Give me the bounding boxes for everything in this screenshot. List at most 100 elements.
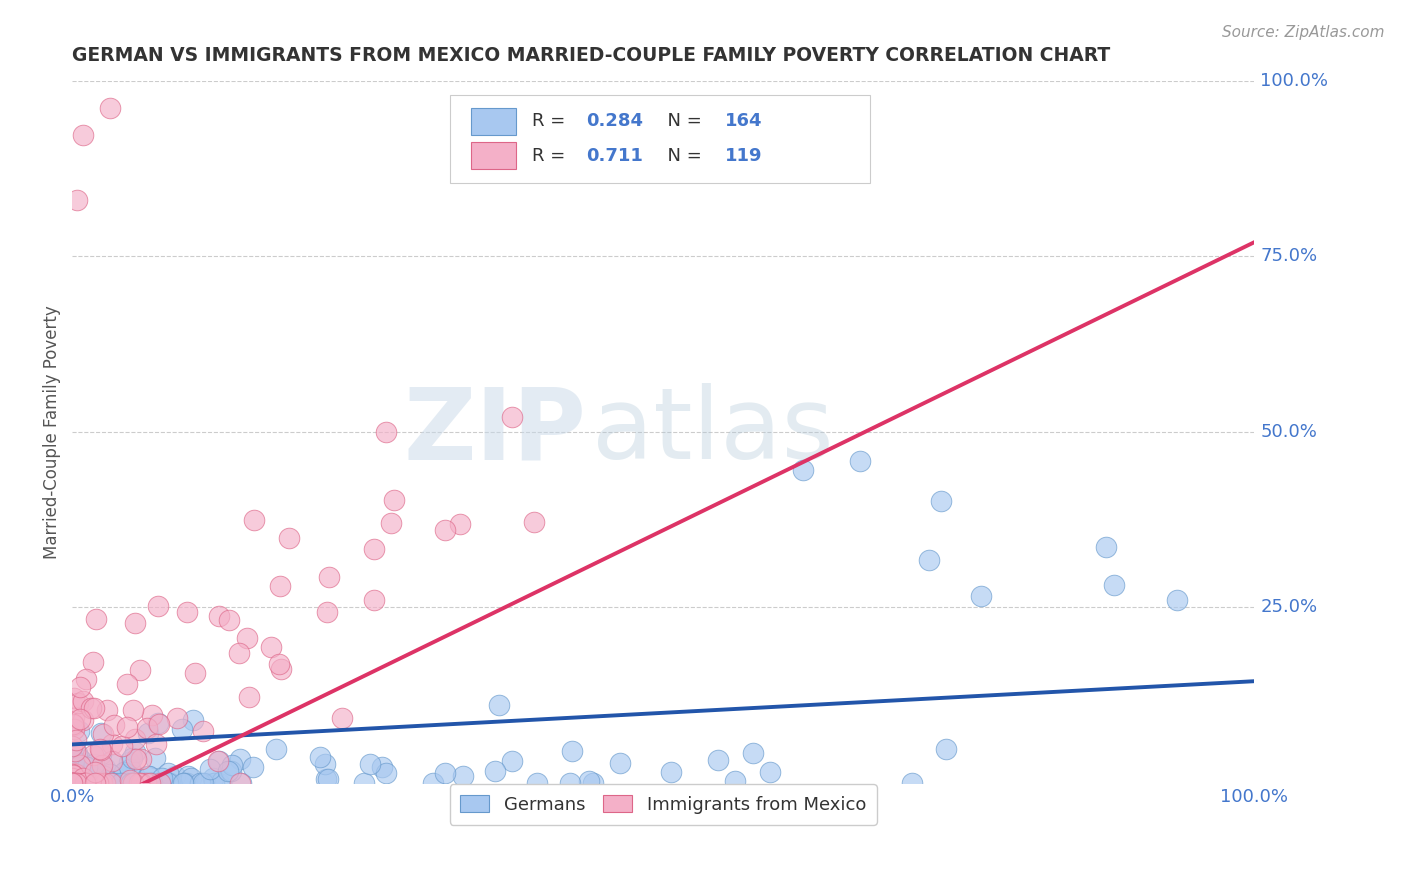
- Point: [75, 776, 97, 790]
- Point: [159, 776, 181, 790]
- Point: [89, 759, 111, 773]
- Point: [122, 703, 145, 717]
- Point: [83, 756, 105, 771]
- Point: [141, 776, 163, 790]
- Text: 119: 119: [724, 147, 762, 165]
- Point: [526, 776, 548, 790]
- Point: [316, 772, 339, 787]
- Point: [114, 776, 136, 790]
- Point: [103, 718, 125, 732]
- Point: [101, 754, 124, 768]
- Point: [60, 776, 83, 790]
- Point: [177, 769, 200, 783]
- Point: [80, 776, 103, 790]
- Point: [434, 523, 457, 537]
- Point: [157, 776, 180, 790]
- Point: [124, 746, 146, 760]
- Point: [110, 776, 132, 790]
- Point: [269, 657, 291, 672]
- Point: [561, 744, 583, 758]
- Point: [96, 703, 118, 717]
- Point: [66, 760, 89, 774]
- Point: [77, 767, 100, 781]
- Point: [60, 776, 83, 790]
- Point: [60, 776, 83, 790]
- Point: [94, 773, 117, 788]
- Text: atlas: atlas: [592, 384, 834, 481]
- Point: [62, 764, 84, 779]
- Point: [63, 718, 86, 732]
- Point: [62, 776, 84, 790]
- Point: [278, 531, 301, 545]
- Point: [260, 640, 283, 654]
- Point: [72, 694, 94, 708]
- Point: [121, 751, 143, 765]
- Point: [145, 737, 167, 751]
- Point: [111, 739, 134, 753]
- Point: [63, 776, 86, 790]
- Bar: [471, 143, 516, 169]
- Point: [69, 776, 91, 790]
- Point: [101, 776, 124, 790]
- Point: [165, 769, 187, 783]
- Point: [112, 764, 135, 779]
- Point: [128, 776, 150, 790]
- Point: [60, 765, 83, 780]
- Point: [792, 463, 814, 477]
- Point: [124, 731, 146, 746]
- Point: [146, 716, 169, 731]
- Point: [89, 742, 111, 756]
- Point: [488, 698, 510, 712]
- Point: [72, 713, 94, 727]
- Point: [84, 770, 107, 784]
- Point: [375, 765, 398, 780]
- Point: [69, 776, 91, 790]
- Point: [62, 769, 84, 783]
- Point: [316, 605, 339, 619]
- Point: [62, 776, 84, 790]
- Point: [90, 743, 112, 757]
- Text: N =: N =: [657, 112, 707, 130]
- Point: [120, 772, 142, 787]
- Text: ZIP: ZIP: [404, 384, 586, 481]
- Point: [80, 701, 103, 715]
- Point: [183, 713, 205, 727]
- Point: [129, 752, 152, 766]
- Point: [67, 751, 90, 765]
- Point: [62, 691, 84, 706]
- Point: [60, 766, 83, 780]
- Point: [135, 776, 157, 790]
- Point: [100, 737, 122, 751]
- Point: [449, 517, 471, 532]
- Text: Source: ZipAtlas.com: Source: ZipAtlas.com: [1222, 25, 1385, 40]
- Point: [136, 768, 159, 782]
- Point: [89, 776, 111, 790]
- Point: [60, 773, 83, 788]
- Point: [172, 776, 194, 790]
- Text: 75.0%: 75.0%: [1260, 247, 1317, 265]
- Point: [122, 776, 145, 790]
- Point: [82, 764, 104, 779]
- Point: [94, 776, 117, 790]
- Point: [582, 776, 605, 790]
- Text: R =: R =: [531, 112, 571, 130]
- Point: [374, 425, 396, 440]
- Point: [72, 771, 94, 785]
- Point: [120, 776, 142, 790]
- Point: [370, 760, 392, 774]
- Point: [65, 776, 87, 790]
- Point: [83, 776, 105, 790]
- Point: [62, 769, 84, 783]
- Point: [90, 758, 112, 772]
- Point: [484, 764, 506, 778]
- Point: [176, 776, 198, 790]
- Point: [84, 774, 107, 789]
- Point: [501, 754, 523, 768]
- Point: [176, 605, 198, 619]
- Point: [231, 776, 253, 790]
- Point: [60, 767, 83, 781]
- Point: [264, 742, 287, 756]
- Point: [82, 747, 104, 762]
- Point: [141, 708, 163, 723]
- Point: [76, 760, 98, 774]
